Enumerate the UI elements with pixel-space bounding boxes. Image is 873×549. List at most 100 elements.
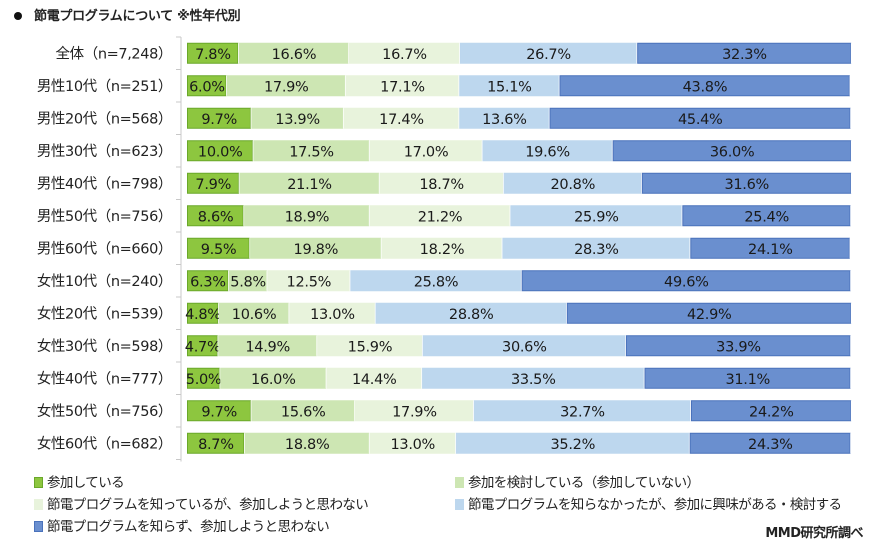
category-label: 全体（n=7,248）	[56, 44, 172, 62]
data-label: 18.8%	[285, 437, 330, 453]
category-label: 女性60代（n=682）	[37, 434, 172, 452]
bar-segment	[379, 172, 504, 194]
bar-segment	[559, 75, 850, 97]
source-credit: MMD研究所調べ	[765, 526, 863, 541]
data-label: 24.1%	[748, 242, 793, 258]
legend-label: 節電プログラムを知らなかったが、参加に興味がある・検討する	[468, 497, 842, 513]
data-label: 15.6%	[281, 404, 326, 420]
data-label: 25.9%	[574, 209, 619, 225]
bar-segment	[218, 302, 289, 324]
bar-segment	[187, 237, 250, 259]
data-label: 5.8%	[230, 274, 266, 290]
category-label: 男性40代（n=798）	[37, 175, 172, 192]
bar-segment	[350, 270, 522, 292]
bar-segment	[326, 367, 422, 389]
data-label: 24.3%	[748, 437, 793, 453]
data-label: 21.2%	[418, 209, 463, 225]
data-label: 4.8%	[185, 307, 221, 323]
bar-segment	[455, 432, 690, 454]
bar-segment	[369, 205, 510, 227]
data-label: 17.5%	[289, 144, 334, 160]
data-label: 15.1%	[487, 79, 532, 95]
data-label: 33.5%	[511, 372, 556, 388]
bar-segment	[239, 172, 380, 194]
bar-segment	[354, 400, 474, 422]
legend-label: 節電プログラムを知っているが、参加しようと思わない	[47, 497, 369, 513]
data-label: 32.7%	[560, 404, 605, 420]
data-label: 14.9%	[245, 339, 290, 355]
bar-segment	[251, 107, 344, 129]
legend-item-2: 節電プログラムを知っているが、参加しようと思わない	[34, 493, 369, 513]
category-label: 男性50代（n=756）	[37, 208, 172, 225]
bar-segment	[641, 172, 852, 194]
category-label: 女性30代（n=598）	[37, 337, 172, 355]
data-label: 28.3%	[574, 242, 619, 258]
bar-segment	[220, 367, 326, 389]
category-label: 男性30代（n=623）	[37, 143, 172, 160]
data-label: 8.7%	[198, 437, 234, 453]
data-label: 25.8%	[414, 274, 459, 290]
bar-segment	[510, 205, 682, 227]
bar-segment	[187, 75, 227, 97]
data-label: 21.1%	[287, 177, 332, 193]
category-label: 女性20代（n=539）	[37, 304, 172, 322]
bar-segment	[244, 432, 370, 454]
legend-label: 参加している	[47, 475, 125, 491]
bar-segment	[422, 335, 626, 357]
data-label: 31.6%	[724, 177, 769, 193]
bar-segment	[689, 432, 851, 454]
data-label: 43.8%	[683, 79, 728, 95]
bar-segment	[250, 237, 382, 259]
legend-label: 参加を検討している（参加していない）	[468, 475, 700, 491]
category-label: 女性50代（n=756）	[37, 402, 172, 420]
bar-segment	[459, 42, 637, 64]
legend-swatch	[34, 520, 43, 532]
bar-segment	[251, 400, 355, 422]
category-label: 男性10代（n=251）	[37, 78, 172, 95]
data-label: 6.3%	[190, 274, 226, 290]
bar-segment	[473, 400, 691, 422]
bar-segment	[369, 432, 456, 454]
data-label: 31.1%	[725, 372, 770, 388]
bar-segment	[682, 205, 851, 227]
data-label: 12.5%	[287, 274, 332, 290]
legend-item-0: 参加している	[34, 471, 125, 491]
bar-segment	[187, 335, 218, 357]
bar-segment	[369, 140, 482, 162]
data-label: 9.5%	[201, 242, 237, 258]
data-label: 35.2%	[550, 437, 595, 453]
bar-segment	[226, 75, 346, 97]
category-label: 男性20代（n=568）	[37, 110, 172, 127]
data-label: 25.4%	[744, 209, 789, 225]
data-label: 18.2%	[420, 242, 465, 258]
bullet-icon	[14, 11, 22, 20]
bar-segment	[381, 237, 502, 259]
category-label: 男性60代（n=660）	[37, 240, 172, 257]
data-label: 49.6%	[664, 274, 709, 290]
bar-segment	[187, 172, 239, 194]
bar-segment	[187, 302, 219, 324]
data-label: 15.9%	[348, 339, 393, 355]
bar-segment	[187, 140, 253, 162]
data-label: 33.9%	[716, 339, 761, 355]
legend-label: 節電プログラムを知らず、参加しようと思わない	[47, 519, 330, 535]
data-label: 30.6%	[502, 339, 547, 355]
bar-segment	[637, 42, 852, 64]
data-label: 17.0%	[404, 144, 449, 160]
bar-segment	[625, 335, 851, 357]
data-label: 18.7%	[419, 177, 464, 193]
bar-segment	[422, 367, 644, 389]
bar-segment	[644, 367, 851, 389]
data-label: 7.8%	[195, 47, 231, 63]
bar-segment	[690, 400, 852, 422]
bar-segment	[375, 302, 567, 324]
bar-segment	[612, 140, 852, 162]
bar-segment	[187, 42, 239, 64]
data-label: 36.0%	[710, 144, 755, 160]
bar-segment	[228, 270, 267, 292]
data-label: 28.8%	[449, 307, 494, 323]
bar-segment	[187, 205, 244, 227]
data-label: 42.9%	[687, 307, 732, 323]
bar-segment	[482, 140, 613, 162]
